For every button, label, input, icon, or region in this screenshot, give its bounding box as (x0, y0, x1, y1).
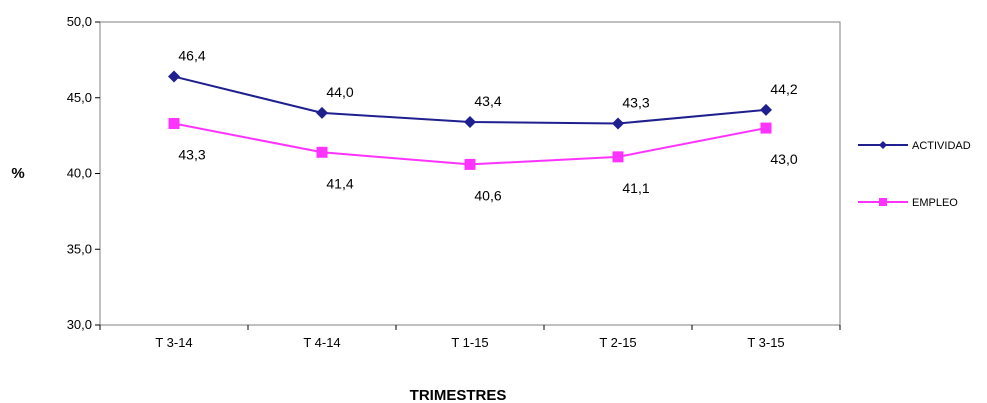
legend-label-actividad: ACTIVIDAD (912, 140, 971, 152)
data-label-actividad: 44,0 (326, 84, 353, 100)
data-point-empleo (612, 151, 624, 163)
data-label-empleo: 43,0 (770, 151, 797, 167)
data-label-actividad: 43,4 (474, 93, 501, 109)
legend: ACTIVIDAD EMPLEO (858, 140, 971, 209)
data-point-actividad (316, 106, 328, 119)
x-tick-label: T 4-14 (303, 335, 340, 350)
series-layer (168, 70, 772, 170)
x-tick-label: T 3-15 (747, 335, 784, 350)
legend-marker-actividad (879, 141, 887, 149)
y-tick-label: 30,0 (67, 317, 92, 332)
data-label-empleo: 40,6 (474, 187, 501, 203)
plot-area (99, 21, 841, 326)
x-tick-label: T 2-15 (599, 335, 636, 350)
series-line-empleo (173, 122, 767, 166)
x-tick-label: T 3-14 (155, 335, 192, 350)
y-axis-title: % (11, 165, 24, 182)
legend-marker-empleo (879, 198, 887, 206)
data-point-empleo (168, 118, 180, 130)
y-tick-label: 35,0 (67, 241, 92, 256)
data-label-layer: 46,4 44,0 43,4 43,3 44,2 43,3 41,4 40,6 41,1 43,0 (178, 48, 797, 204)
data-point-empleo (316, 146, 328, 158)
x-axis: T 3-14 T 4-14 T 1-15 T 2-15 T 3-15 (99, 325, 841, 350)
data-point-empleo (760, 122, 772, 134)
legend-label-empleo: EMPLEO (912, 197, 958, 209)
data-point-actividad (612, 117, 624, 130)
y-tick-label: 45,0 (67, 90, 92, 105)
data-point-actividad (464, 115, 476, 128)
data-point-actividad (760, 103, 772, 116)
data-point-actividad (168, 70, 180, 83)
y-axis: 30,0 35,0 40,0 45,0 50,0 (67, 14, 100, 332)
y-tick-label: 40,0 (67, 166, 92, 181)
x-axis-title: TRIMESTRES (410, 387, 507, 403)
data-label-actividad: 43,3 (622, 95, 649, 111)
data-label-actividad: 46,4 (178, 48, 205, 64)
x-tick-label: T 1-15 (451, 335, 488, 350)
data-label-empleo: 41,1 (622, 180, 649, 196)
y-tick-label: 50,0 (67, 14, 92, 29)
data-label-actividad: 44,2 (770, 81, 797, 97)
data-label-empleo: 41,4 (326, 175, 353, 191)
data-point-empleo (464, 158, 476, 170)
data-label-empleo: 43,3 (178, 147, 205, 163)
